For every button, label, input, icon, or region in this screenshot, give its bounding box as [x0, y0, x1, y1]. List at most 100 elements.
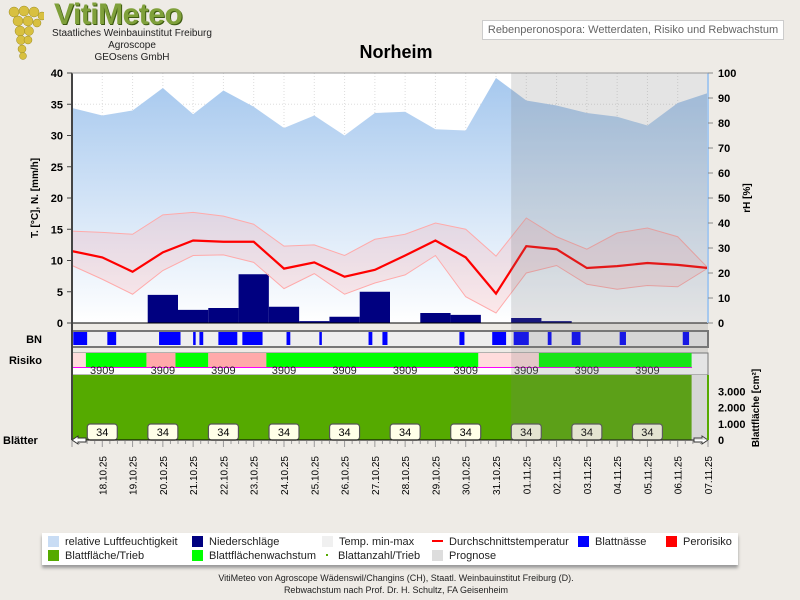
leaf-wetness-bar [492, 332, 507, 345]
x-tick-label: 26.10.25 [341, 456, 352, 495]
y-right-tick-label: 50 [718, 193, 730, 205]
legend: relative Luftfeuchtigkeit Niederschläge Te… [42, 533, 738, 565]
x-tick-label: 25.10.25 [310, 456, 321, 495]
risk-value-label: 3909 [211, 365, 235, 377]
legend-label: Temp. min-max [339, 536, 415, 548]
leaf-wetness-bar [193, 332, 196, 345]
precip-bar [147, 294, 178, 323]
scroll-left-arrow-icon [71, 435, 87, 445]
leaf-wetness-bar [619, 332, 626, 345]
x-tick-label: 04.11.25 [613, 456, 624, 495]
leaves-row-label: Blätter [3, 435, 39, 447]
leaf-wetness-bar [286, 332, 291, 345]
precip-bar [268, 306, 300, 323]
x-tick-label: 28.10.25 [401, 456, 412, 495]
legend-label: relative Luftfeuchtigkeit [65, 536, 178, 548]
legend-item: Durchschnittstemperatur [432, 535, 569, 549]
footer-line-1: VitiMeteo von Agroscope Wädenswil/Changi… [218, 573, 574, 583]
risk-value-label: 3909 [393, 365, 417, 377]
temp-min-line [71, 254, 709, 314]
leaf-count-label: 34 [217, 427, 229, 439]
legend-swatch [432, 540, 443, 542]
leaf-count-label: 34 [520, 427, 532, 439]
precip-bar [178, 309, 209, 323]
legend-label: Blattanzahl/Trieb [338, 550, 421, 562]
legend-swatch [48, 536, 59, 547]
humidity-area [72, 78, 708, 323]
legend-label: Blattnässe [595, 536, 647, 548]
risk-value-label: 3909 [514, 365, 538, 377]
leaf-wetness-bar [319, 332, 322, 345]
legend-swatch [322, 536, 333, 547]
x-tick-label: 07.11.25 [704, 456, 715, 495]
x-tick-label: 22.10.25 [219, 456, 230, 495]
legend-swatch [578, 536, 589, 547]
x-tick-label: 03.11.25 [583, 456, 594, 495]
legend-swatch [48, 550, 59, 561]
y-left-tick-label: 30 [51, 131, 63, 143]
leaf-wetness-bar [682, 332, 690, 345]
legend-label: Durchschnittstemperatur [449, 536, 569, 548]
y-right-tick-label: 10 [718, 293, 730, 305]
legend-item: Temp. min-max [322, 535, 414, 549]
legend-item: Niederschläge [192, 535, 279, 549]
x-tick-label: 23.10.25 [250, 456, 261, 495]
legend-item: Blattflächenwachstum [192, 549, 316, 563]
legend-item: Blattanzahl/Trieb [322, 549, 420, 563]
logo-text: VitiMeteo [54, 0, 183, 31]
leaf-area-tick-label: 3.000 [718, 386, 746, 398]
precip-bar [541, 321, 572, 323]
leaf-wetness-bar [159, 332, 181, 345]
y-right-axis-title: rH [%] [742, 183, 753, 212]
legend-swatch [192, 536, 203, 547]
leaf-count-label: 34 [581, 427, 593, 439]
leaf-wetness-bar [513, 332, 529, 345]
risk-segment [538, 353, 692, 367]
leaf-wetness-bar [199, 332, 204, 345]
risk-value-label: 3909 [575, 365, 599, 377]
leaf-wetness-bar [242, 332, 263, 345]
leaf-area-tick-label: 0 [718, 435, 724, 447]
y-left-tick-label: 35 [51, 99, 63, 111]
risk-segment [478, 353, 539, 367]
org-line: Staatliches Weinbauinstitut Freiburg [52, 28, 212, 39]
x-tick-label: 06.11.25 [674, 456, 685, 495]
legend-label: Niederschläge [209, 536, 280, 548]
y-right-tick-label: 70 [718, 143, 730, 155]
x-tick-label: 18.10.25 [98, 456, 109, 495]
precip-bar [238, 274, 269, 323]
leaf-count-label: 34 [399, 427, 411, 439]
grape-icon [8, 5, 44, 60]
precip-bar [359, 291, 390, 323]
legend-label: Prognose [449, 550, 497, 562]
leaf-count-label: 34 [460, 427, 472, 439]
x-tick-label: 31.10.25 [492, 456, 503, 495]
legend-item: Blattnässe [578, 535, 646, 549]
y-right-tick-label: 40 [718, 218, 730, 230]
leaf-area-tick-label: 2.000 [718, 403, 746, 415]
risk-value-label: 3909 [272, 365, 296, 377]
legend-swatch [192, 550, 203, 561]
org-line: Agroscope [108, 40, 156, 51]
risk-segment [146, 353, 176, 367]
x-tick-label: 21.10.25 [189, 456, 200, 495]
precip-bar [208, 308, 239, 323]
x-tick-label: 01.11.25 [522, 456, 533, 495]
leaf-count-label: 34 [157, 427, 169, 439]
risk-segment [72, 353, 86, 367]
legend-swatch [666, 536, 677, 547]
y-right-tick-label: 90 [718, 93, 730, 105]
risk-value-label: 3909 [453, 365, 477, 377]
legend-label: Blattflächenwachstum [209, 550, 316, 562]
y-right-tick-label: 20 [718, 268, 730, 280]
y-left-tick-label: 10 [51, 256, 63, 268]
precip-bar [329, 316, 360, 323]
y-left-tick-label: 15 [51, 224, 63, 236]
y-left-axis-title: T. [°C], N. [mm/h] [30, 158, 41, 238]
leaf-wetness-bar [547, 332, 552, 345]
leaf-wetness-bar [107, 332, 117, 345]
scroll-right-arrow-icon [693, 435, 709, 445]
mean-temp-line [71, 239, 709, 296]
leaf-wetness-bar [459, 332, 465, 345]
chart-subtitle: Rebenperonospora: Wetterdaten, Risiko un… [482, 20, 784, 40]
